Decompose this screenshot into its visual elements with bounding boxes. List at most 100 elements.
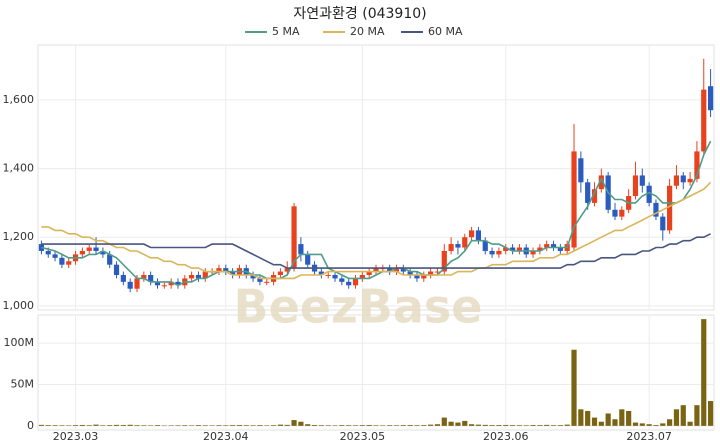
candle-body bbox=[45, 250, 51, 255]
volume-bar bbox=[59, 425, 65, 426]
candle-body bbox=[434, 271, 441, 273]
volume-bar bbox=[598, 421, 604, 426]
y-tick-label: 1,000 bbox=[3, 299, 35, 312]
candle-body bbox=[462, 237, 468, 248]
volume-bar bbox=[366, 424, 372, 426]
candle-body bbox=[455, 244, 461, 248]
candle-body bbox=[701, 89, 707, 152]
volume-bar bbox=[134, 425, 140, 426]
volume-bar bbox=[236, 425, 243, 426]
candle-body bbox=[230, 271, 236, 275]
volume-bar bbox=[154, 425, 161, 426]
volume-bar bbox=[284, 424, 290, 426]
candle-body bbox=[352, 278, 359, 286]
candle-body bbox=[346, 281, 352, 286]
volume-bar bbox=[113, 424, 120, 426]
volume-bar bbox=[646, 424, 652, 426]
candle-body bbox=[202, 271, 208, 279]
candle-body bbox=[373, 268, 379, 272]
volume-bar bbox=[687, 421, 693, 426]
candle-body bbox=[680, 175, 686, 183]
candle-body bbox=[161, 285, 167, 287]
candle-body bbox=[612, 209, 618, 217]
volume-bar bbox=[421, 425, 427, 426]
y-tick-label: 1,400 bbox=[3, 162, 35, 175]
candle-body bbox=[598, 175, 604, 190]
candle-body bbox=[284, 268, 290, 272]
candle-body bbox=[332, 274, 338, 279]
volume-bar bbox=[38, 424, 45, 426]
volume-bar bbox=[585, 410, 591, 426]
volume-bar bbox=[482, 424, 488, 426]
candle-body bbox=[298, 244, 304, 255]
volume-panel bbox=[37, 314, 715, 431]
volume-bar bbox=[127, 424, 133, 426]
candle-body bbox=[86, 247, 92, 251]
candle-body bbox=[59, 257, 65, 265]
candle-body bbox=[482, 240, 488, 251]
volume-bar bbox=[550, 425, 557, 426]
candle-body bbox=[660, 216, 666, 231]
volume-bar bbox=[339, 425, 345, 426]
candle-body bbox=[120, 274, 126, 282]
volume-bar bbox=[230, 425, 236, 426]
candle-body bbox=[694, 151, 700, 179]
candle-body bbox=[339, 278, 345, 282]
candle-body bbox=[107, 254, 113, 265]
candle-body bbox=[509, 247, 516, 251]
ma-line bbox=[41, 140, 712, 287]
volume-bar bbox=[448, 421, 454, 426]
x-tick-label: 2023.06 bbox=[483, 430, 529, 443]
volume-bar bbox=[639, 423, 645, 426]
candle-body bbox=[448, 244, 454, 251]
candle-body bbox=[52, 254, 58, 258]
volume-bar bbox=[619, 409, 625, 426]
volume-bar bbox=[243, 425, 249, 426]
candle-body bbox=[223, 268, 229, 272]
volume-bar bbox=[680, 405, 686, 426]
candle-body bbox=[100, 250, 106, 255]
volume-bar bbox=[107, 425, 113, 426]
candle-body bbox=[489, 250, 495, 255]
volume-bar bbox=[612, 419, 618, 426]
volume-bar bbox=[578, 409, 584, 426]
x-tick-label: 2023.07 bbox=[626, 430, 672, 443]
y-tick-label: 1,200 bbox=[3, 230, 35, 243]
candle-body bbox=[113, 264, 120, 275]
chart-title: 자연과환경 (043910) bbox=[293, 6, 426, 22]
volume-bar bbox=[72, 425, 79, 426]
legend-label: 5 MA bbox=[272, 25, 300, 38]
volume-bar bbox=[707, 401, 714, 426]
candle-body bbox=[503, 247, 509, 251]
legend-label: 60 MA bbox=[428, 25, 463, 38]
volume-bar bbox=[407, 425, 413, 426]
watermark: BeezBase bbox=[234, 280, 483, 334]
volume-bar bbox=[605, 413, 611, 426]
volume-bar bbox=[673, 409, 680, 426]
volume-bar bbox=[195, 425, 202, 426]
volume-bar bbox=[93, 424, 99, 426]
candle-body bbox=[134, 278, 140, 289]
volume-bar bbox=[557, 425, 563, 426]
candle-body bbox=[673, 175, 680, 186]
volume-bar bbox=[509, 425, 516, 426]
x-tick-label: 2023.04 bbox=[203, 430, 249, 443]
y-tick-label: 1,600 bbox=[3, 93, 35, 106]
y-tick-label: 0 bbox=[27, 419, 34, 432]
candle-body bbox=[653, 202, 659, 217]
volume-bar bbox=[414, 425, 420, 426]
volume-bar bbox=[475, 424, 482, 426]
volume-bar bbox=[387, 425, 393, 426]
volume-bar bbox=[441, 417, 447, 426]
volume-bar bbox=[352, 425, 359, 426]
volume-bar bbox=[216, 425, 222, 426]
volume-bar bbox=[496, 425, 502, 426]
candle-body bbox=[195, 274, 202, 279]
candle-body bbox=[469, 230, 475, 238]
candle-body bbox=[639, 175, 645, 186]
volume-bar bbox=[455, 422, 461, 426]
candle-body bbox=[79, 250, 85, 255]
volume-bar bbox=[462, 420, 468, 426]
candle-body bbox=[441, 250, 447, 272]
